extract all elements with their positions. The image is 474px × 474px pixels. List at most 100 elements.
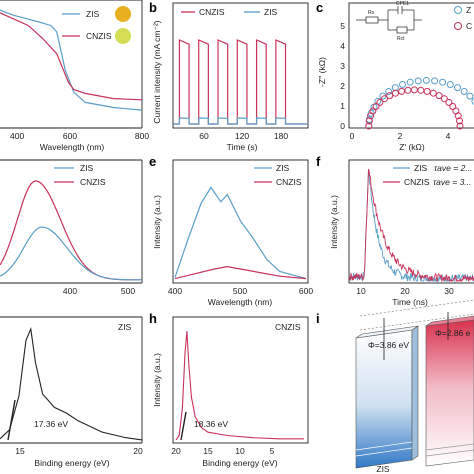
panel-f: f Intensity (a.u.) 10 20 30 Time (ns) ZI… (316, 154, 474, 307)
panel-c-point-cnzis (440, 95, 448, 103)
panel-h: h Intensity (a.u.) CNZIS 20 15 10 5 Bind… (149, 311, 309, 468)
circuit-rs-label: Rs (368, 10, 375, 16)
panel-c-point-cnzis (365, 117, 373, 125)
panel-e-xtick-3: 600 (299, 286, 313, 296)
panel-i-bottom-label: ZIS (376, 464, 390, 474)
panel-i: i Φ=3.86 eV Φ=2.86 e ZIS (316, 299, 474, 474)
panel-g-ups-curve (0, 326, 143, 441)
panel-c-ytick: 5 (340, 21, 345, 31)
panel-c-yticks: 0 1 2 3 4 5 (340, 21, 345, 131)
panel-f-letter: f (316, 154, 321, 169)
panel-b-xtick-3: 180 (274, 131, 288, 141)
panel-h-ylabel: Intensity (a.u.) (152, 353, 162, 407)
panel-h-xtick-3: 10 (235, 446, 245, 456)
panel-g-annotation: 17.36 eV (34, 419, 68, 429)
panel-d-legend-zis: ZIS (80, 163, 94, 173)
panel-e-frame (172, 159, 309, 284)
panel-d: 400 500 ZIS CNZIS (0, 159, 143, 296)
panel-c-point-cnzis (454, 112, 462, 120)
panel-c-point-zis (446, 81, 454, 88)
panel-a: 400 600 800 Wavelength (nm) ZIS CNZIS (0, 0, 149, 152)
panel-c: c -Z'' (kΩ) 0 1 2 3 4 5 0 2 4 Z' (kΩ) Rs CPE1… (316, 0, 474, 152)
panel-h-ups-curve (175, 330, 304, 441)
zis-slab (355, 325, 419, 469)
panel-a-xtick-1: 400 (10, 131, 24, 141)
panel-c-ytick: 4 (340, 41, 345, 51)
panel-e-letter: e (149, 154, 156, 169)
panel-c-point-zis (422, 76, 430, 84)
panel-h-xtick-4: 5 (270, 446, 275, 456)
panel-b-xtick-1: 60 (199, 131, 209, 141)
panel-b-zis-curve (173, 117, 308, 125)
phi-cnzis-label: Φ=2.86 e (435, 328, 471, 338)
panel-b-xlabel: Time (s) (227, 142, 258, 152)
cnzis-sample-photo (115, 28, 131, 44)
panel-d-zis-curve (0, 226, 142, 281)
panel-h-xlabel: Binding energy (eV) (202, 458, 277, 468)
panel-g-label: ZIS (118, 322, 132, 332)
panel-a-xtick-2: 600 (63, 131, 77, 141)
panel-h-annotation: 18.36 eV (194, 419, 228, 429)
panel-i-vacuum-line (359, 299, 474, 317)
panel-e-legend-zis: ZIS (276, 163, 290, 173)
panel-c-legend-cnzis-marker (454, 22, 462, 30)
panel-g-xtick-2: 20 (133, 446, 143, 456)
panel-d-legend-cnzis: CNZIS (80, 177, 106, 187)
circuit-rct-label: Rct (397, 36, 405, 42)
panel-f-xtick-1: 10 (356, 286, 366, 296)
panel-c-xtick-1: 0 (350, 131, 355, 141)
panel-c-point-zis (431, 77, 439, 85)
equivalent-circuit (356, 6, 422, 34)
panel-a-cnzis-curve (0, 12, 143, 101)
panel-a-legend-cnzis: CNZIS (86, 31, 112, 41)
panel-f-tau-zis: τave = 2... (434, 163, 472, 173)
panel-c-point-zis (385, 88, 393, 95)
panel-e-zis-curve (174, 186, 307, 280)
panel-c-xlabel: Z' (kΩ) (399, 142, 425, 152)
panel-h-xtick-1: 20 (171, 446, 181, 456)
panel-a-axes (0, 0, 143, 129)
panel-f-xlabel: Time (ns) (392, 297, 428, 307)
panel-c-legend-cnzis: C (466, 21, 472, 31)
panel-c-point-cnzis (372, 103, 380, 110)
panel-c-xtick-3: 4 (446, 131, 451, 141)
panel-h-letter: h (149, 311, 157, 326)
panel-g-xlabel: Binding energy (eV) (34, 458, 109, 468)
panel-c-point-zis (439, 78, 447, 86)
panel-b: b Current intensity (mA cm⁻²) 60 120 180… (149, 0, 309, 152)
panel-c-point-cnzis (386, 92, 394, 100)
panel-f-legend-cnzis: CNZIS (404, 177, 430, 187)
panel-c-point-zis (367, 109, 375, 117)
panel-c-point-zis (466, 92, 474, 100)
panel-b-legend-cnzis: CNZIS (199, 7, 225, 17)
panel-c-point-cnzis (429, 89, 437, 97)
panel-f-frame (348, 159, 474, 284)
panel-c-point-zis (454, 84, 461, 92)
panel-h-frame (172, 316, 309, 444)
panel-a-zis-curve (0, 9, 143, 111)
circuit-cpe-label: CPE1 (396, 1, 409, 7)
panel-a-legend-zis: ZIS (86, 9, 100, 19)
panel-g-xtick-1: 15 (15, 446, 25, 456)
panel-c-ytick: 1 (340, 101, 345, 111)
panel-c-point-cnzis (456, 122, 464, 130)
panel-c-point-cnzis (435, 92, 443, 100)
panel-f-ylabel: Intensity (a.u.) (329, 195, 339, 249)
panel-c-point-zis (471, 97, 474, 105)
panel-c-xtick-2: 2 (398, 131, 403, 141)
panel-b-ylabel: Current intensity (mA cm⁻²) (152, 20, 162, 123)
panel-b-cnzis-curve (173, 39, 308, 125)
panel-c-point-cnzis (456, 117, 463, 125)
panel-i-vacuum-line-2 (359, 313, 474, 331)
panel-h-xtick-2: 15 (203, 446, 213, 456)
panel-d-xtick-1: 400 (63, 286, 77, 296)
panel-c-point-cnzis (404, 86, 412, 94)
panel-c-point-cnzis (417, 86, 425, 94)
panel-c-point-cnzis (392, 89, 399, 97)
panel-d-cnzis-curve (0, 180, 142, 281)
panel-h-label: CNZIS (275, 322, 301, 332)
panel-c-point-zis (460, 88, 468, 95)
zis-sample-photo (115, 6, 131, 22)
panel-e-ylabel: Intensity (a.u.) (152, 195, 162, 249)
panel-c-point-zis (399, 81, 406, 88)
